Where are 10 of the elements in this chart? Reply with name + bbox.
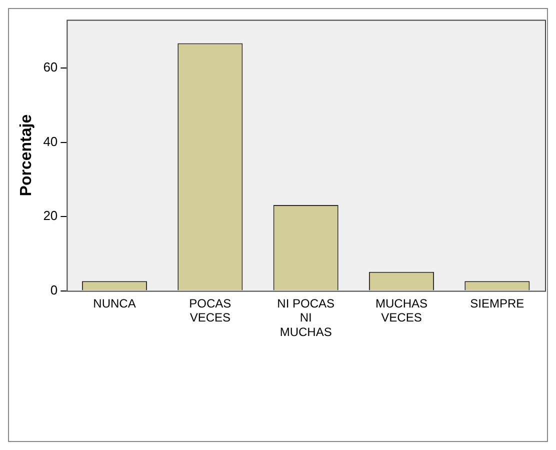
x-tick-label: NI POCAS NI MUCHAS bbox=[277, 296, 335, 340]
x-tick-label: SIEMPRE bbox=[470, 296, 524, 310]
x-tick-label: POCAS VECES bbox=[189, 296, 232, 325]
y-tick-label: 60 bbox=[43, 60, 58, 75]
x-tick-label: MUCHAS VECES bbox=[375, 296, 428, 325]
y-tick-label: 20 bbox=[43, 208, 58, 224]
y-axis-title: Porcentaje bbox=[18, 114, 36, 196]
x-tick-label: NUNCA bbox=[93, 296, 136, 310]
y-tick-label: 0 bbox=[50, 282, 58, 298]
y-tick-label: 40 bbox=[43, 134, 58, 149]
